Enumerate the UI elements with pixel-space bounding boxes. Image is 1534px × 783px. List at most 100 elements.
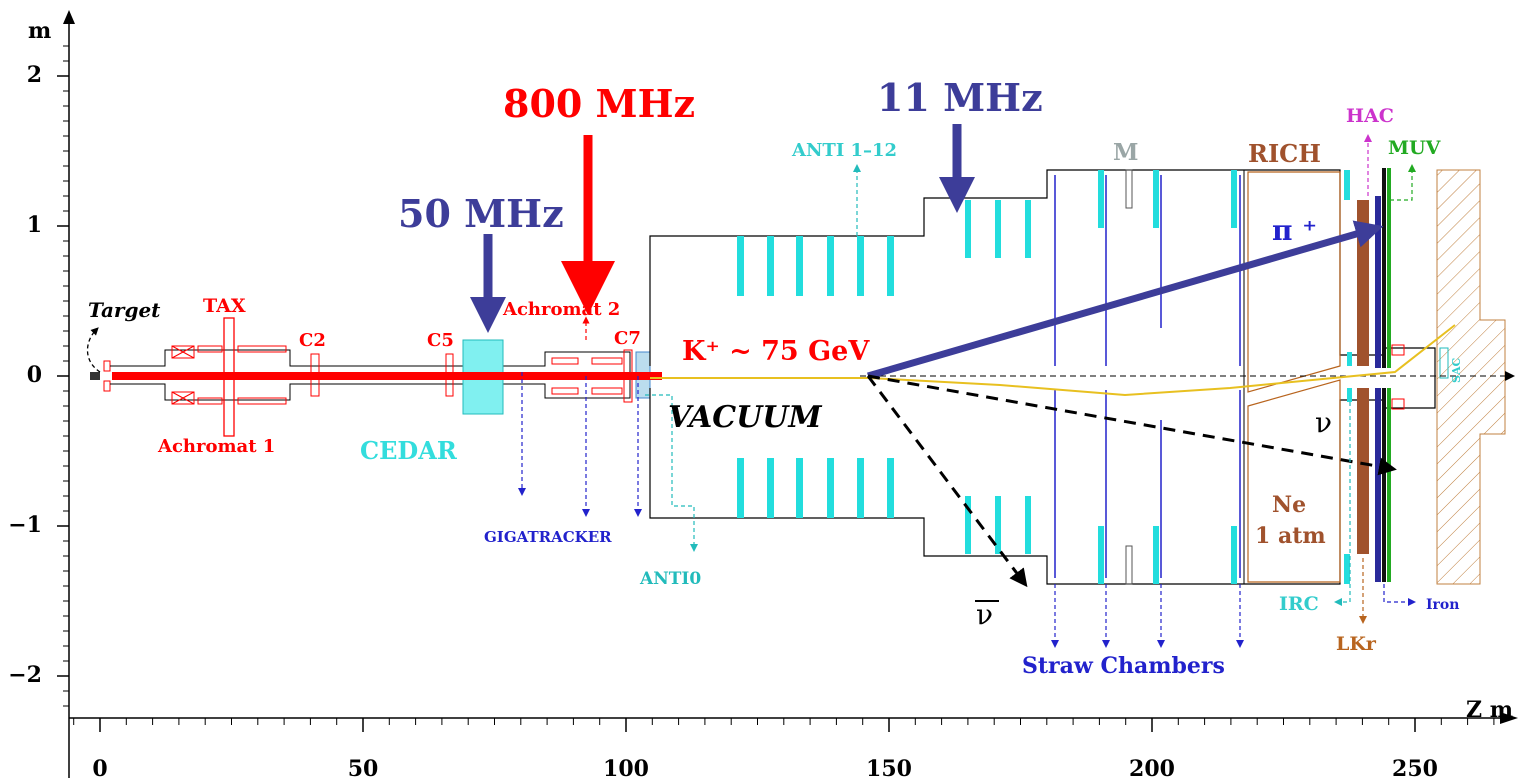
- anti-veto: [737, 458, 744, 518]
- anti-veto: [1231, 170, 1237, 228]
- muv-label: MUV: [1388, 137, 1442, 159]
- y-tick-label: −1: [8, 512, 42, 538]
- irc-pointer: [1334, 402, 1351, 606]
- anti-veto: [1098, 526, 1104, 584]
- irc-label: IRC: [1279, 593, 1319, 615]
- lkr-calorimeter: [1357, 200, 1369, 366]
- x-axis-arrowhead: [1500, 712, 1518, 724]
- lkr-calorimeter: [1357, 388, 1369, 554]
- hac-layer: [1382, 168, 1386, 368]
- y-axis-ticks: [57, 45, 69, 707]
- anti-veto: [737, 236, 744, 296]
- anti-veto: [1025, 200, 1031, 258]
- anti-veto: [1153, 526, 1159, 584]
- y-tick-label: 0: [27, 362, 42, 388]
- hac-layer: [1382, 388, 1386, 582]
- magnet-box: [171, 391, 195, 405]
- vessel-outline: [649, 169, 1436, 585]
- magnet-box: [171, 345, 195, 359]
- c5-label: C5: [427, 330, 454, 351]
- irc-veto: [1347, 388, 1352, 402]
- anti-veto: [1231, 526, 1237, 584]
- muv-layer: [1387, 168, 1391, 368]
- iron-pointer: [1383, 584, 1416, 606]
- magnet-m-label: M: [1113, 139, 1138, 166]
- neutrino-track: [867, 374, 1397, 476]
- y-tick-label: −2: [8, 662, 42, 688]
- anti-veto: [767, 458, 774, 518]
- atm-label: 1 atm: [1255, 523, 1326, 549]
- muv-layer: [1387, 388, 1391, 582]
- sac-magnet: [1391, 398, 1405, 410]
- x-tick-label: 150: [866, 756, 912, 778]
- rich-vessel-top: [1247, 171, 1341, 393]
- anti112-label: ANTI 1–12: [791, 140, 897, 161]
- lkr-label: LKr: [1336, 633, 1377, 655]
- y-axis-arrowhead: [63, 10, 75, 24]
- magnet-coil: [551, 357, 579, 365]
- y-tick-label: 1: [27, 212, 42, 238]
- rich-vessel-bottom: [1247, 379, 1341, 583]
- x-tick-label: 50: [348, 756, 379, 778]
- anti-veto: [965, 200, 971, 258]
- achromat2-label: Achromat 2: [502, 299, 620, 320]
- spectrometer-magnet: [1125, 169, 1133, 209]
- straw-chambers-label: Straw Chambers: [1022, 653, 1225, 679]
- y-axis-unit: m: [28, 18, 51, 44]
- anti-veto: [1344, 170, 1350, 200]
- hac-layer: [1375, 388, 1381, 582]
- kaon-label: K⁺ ~ 75 GeV: [682, 336, 870, 367]
- magnet-coil: [197, 397, 223, 405]
- rich-detector: [1247, 171, 1341, 583]
- sac-label: SAC: [1450, 358, 1463, 383]
- muv-pointer: [1390, 164, 1416, 201]
- label-pointers: [518, 134, 1416, 648]
- collimator: [103, 380, 111, 392]
- cedar-label: CEDAR: [360, 436, 458, 465]
- anti-veto: [796, 236, 803, 296]
- magnet-coil: [197, 345, 223, 353]
- gigatracker-label: GIGATRACKER: [484, 528, 612, 546]
- collimator: [103, 360, 111, 372]
- x-tick-label: 100: [603, 756, 649, 778]
- beamline-upstream: [86, 317, 662, 437]
- anti-veto: [767, 236, 774, 296]
- target-pointer: [86, 327, 101, 373]
- x-axis-unit: Z m: [1466, 697, 1513, 723]
- anti0-pointer: [645, 394, 698, 552]
- anti-veto: [1153, 170, 1159, 228]
- hac-label: HAC: [1346, 105, 1394, 127]
- anti-veto: [995, 496, 1001, 554]
- pion-track: [867, 220, 1384, 380]
- anti-veto: [887, 458, 894, 518]
- c7-label: C7: [614, 328, 641, 349]
- anti-veto: [1025, 496, 1031, 554]
- x-tick-label: 0: [92, 756, 107, 778]
- magnet-coil: [591, 357, 623, 365]
- target-block: [90, 372, 100, 380]
- anti-veto: [827, 236, 834, 296]
- anti-veto: [796, 458, 803, 518]
- anti-vetoes: [737, 170, 1352, 584]
- target-label: Target: [88, 298, 161, 322]
- sac-magnet: [1391, 344, 1405, 356]
- pion-label: π ⁺: [1272, 214, 1317, 247]
- c2-label: C2: [299, 330, 326, 351]
- rich-label: RICH: [1248, 139, 1321, 168]
- decay-vessel: [649, 169, 1436, 585]
- anti-veto: [857, 458, 864, 518]
- magnet-coil: [237, 397, 287, 405]
- x-tick-label: 250: [1392, 756, 1438, 778]
- magnet-cross: [171, 391, 195, 405]
- rate-label-50: 50 MHz: [398, 191, 564, 236]
- x-tick-label: 200: [1129, 756, 1175, 778]
- antineutrino-symbol: ν: [975, 598, 999, 631]
- vacuum-label: VACUUM: [668, 400, 822, 435]
- anti-veto: [1344, 554, 1350, 584]
- magnet-coil: [551, 387, 579, 395]
- magnet-coil: [237, 345, 287, 353]
- ne-label: Ne: [1272, 492, 1306, 518]
- rate-label-11: 11 MHz: [877, 75, 1043, 120]
- achromat1-label: Achromat 1: [157, 436, 275, 457]
- anti-veto: [857, 236, 864, 296]
